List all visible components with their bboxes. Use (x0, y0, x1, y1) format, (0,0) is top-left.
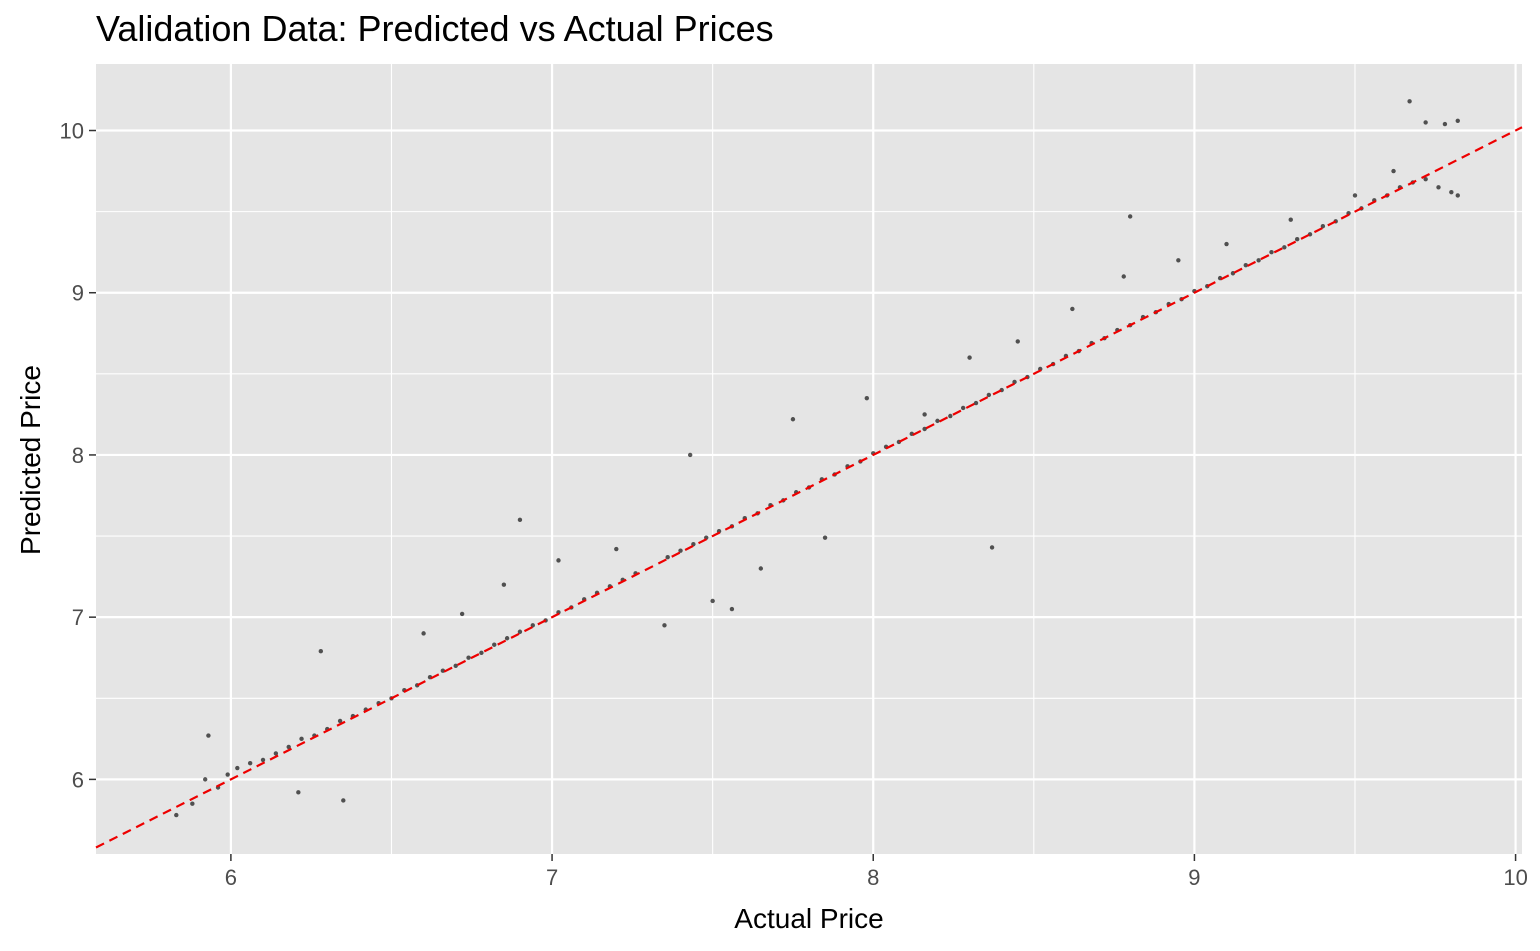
data-point (1269, 249, 1274, 255)
data-point (1407, 99, 1412, 104)
data-point (935, 418, 940, 424)
data-point (247, 760, 253, 766)
data-point (1423, 176, 1428, 182)
data-point (517, 517, 523, 523)
data-point (1224, 241, 1229, 247)
data-points (174, 99, 1460, 818)
y-tick-label: 10 (60, 119, 84, 144)
data-point (206, 733, 211, 738)
data-point (453, 663, 458, 669)
x-tick-label: 9 (1188, 865, 1200, 890)
y-tick-label: 6 (72, 767, 84, 792)
data-point (296, 790, 301, 795)
data-point (421, 631, 426, 636)
data-point (922, 426, 927, 432)
data-point (235, 765, 240, 771)
data-point (225, 772, 230, 777)
data-point (989, 545, 995, 550)
data-point (440, 668, 446, 673)
data-point (466, 655, 471, 660)
y-tick-label: 9 (72, 281, 84, 306)
data-point (492, 642, 497, 647)
data-point (678, 548, 683, 553)
data-point (948, 413, 953, 419)
data-point (1436, 185, 1441, 190)
data-point (337, 718, 343, 724)
reference-line (95, 126, 1523, 849)
chart-title: Validation Data: Predicted vs Actual Pri… (96, 8, 774, 49)
x-axis-ticks: 6 7 8 9 10 (225, 854, 1528, 890)
y-axis-title: Predicted Price (15, 365, 46, 555)
data-point (202, 777, 208, 782)
data-point (1449, 189, 1454, 195)
data-point (662, 623, 667, 628)
data-point (504, 636, 510, 641)
data-point (1127, 214, 1133, 219)
major-gridlines (96, 64, 1522, 854)
data-point (273, 751, 279, 756)
data-point (986, 392, 992, 398)
data-point (790, 417, 796, 422)
data-point (665, 554, 670, 560)
y-tick-label: 8 (72, 443, 84, 468)
data-point (299, 736, 304, 742)
data-point (556, 558, 561, 563)
plot-panel (96, 64, 1522, 854)
data-point (729, 606, 735, 612)
data-point (174, 812, 179, 818)
data-point (341, 798, 346, 803)
data-point (1294, 236, 1300, 242)
data-point (1442, 121, 1448, 127)
data-point (1288, 217, 1293, 222)
y-axis-ticks: 6 7 8 9 10 (60, 119, 96, 792)
x-tick-label: 6 (225, 865, 237, 890)
data-point (286, 744, 291, 750)
data-point (459, 611, 465, 617)
x-tick-label: 10 (1503, 865, 1527, 890)
data-point (1455, 193, 1460, 198)
data-point (758, 566, 764, 571)
data-point (967, 355, 972, 360)
data-point (960, 405, 966, 411)
data-point (318, 649, 324, 654)
data-point (1070, 306, 1075, 312)
data-point (1423, 120, 1428, 125)
x-axis-title: Actual Price (734, 903, 883, 934)
data-point (1256, 258, 1261, 263)
y-tick-label: 7 (72, 605, 84, 630)
data-point (614, 546, 619, 552)
data-point (687, 452, 693, 458)
data-point (864, 395, 870, 401)
x-tick-label: 8 (867, 865, 879, 890)
data-point (1391, 168, 1396, 174)
data-point (1121, 274, 1126, 279)
data-point (1176, 258, 1181, 263)
x-tick-label: 7 (546, 865, 558, 890)
data-point (1352, 193, 1358, 198)
data-point (517, 629, 523, 634)
data-point (922, 412, 927, 417)
data-point (822, 535, 828, 540)
data-point (501, 582, 507, 587)
data-point (260, 757, 266, 763)
data-point (479, 650, 484, 656)
data-point (710, 598, 715, 604)
data-point (1243, 262, 1248, 268)
data-point (1455, 118, 1460, 123)
data-point (1282, 245, 1287, 250)
data-point (1015, 339, 1020, 344)
data-point (190, 801, 195, 806)
data-point (973, 400, 979, 406)
